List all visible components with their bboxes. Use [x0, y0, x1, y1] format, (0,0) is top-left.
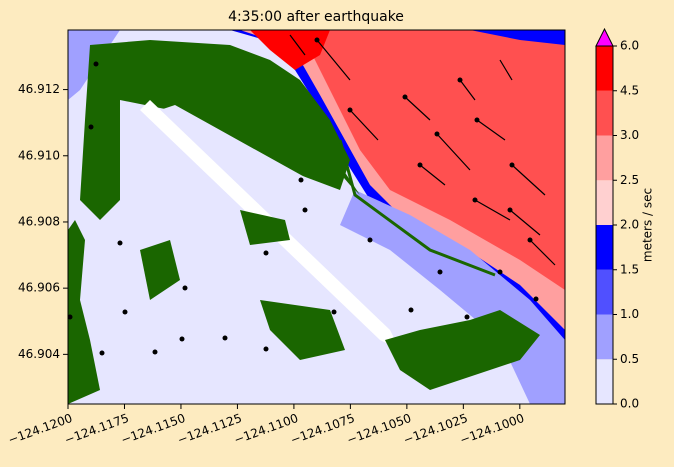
chart-title: 4:35:00 after earthquake: [228, 9, 404, 25]
colorbar-tick-label: 2.0: [620, 218, 639, 232]
colorbar-tick-label: 4.5: [620, 83, 639, 97]
colorbar-tick-label: 0.5: [620, 352, 639, 366]
colorbar-tick-label: 1.0: [620, 307, 639, 321]
y-tick-label: 46.910: [18, 148, 60, 162]
y-tick-label: 46.904: [18, 347, 60, 361]
colorbar-cell: [596, 180, 613, 225]
colorbar-label: meters / sec: [641, 188, 655, 262]
y-tick-label: 46.906: [18, 281, 60, 295]
colorbar-cell: [596, 46, 613, 91]
y-tick-label: 46.908: [18, 214, 60, 228]
colorbar-tick-label: 1.5: [620, 262, 639, 276]
colorbar-cell: [596, 90, 613, 136]
colorbar-tick-label: 2.5: [620, 173, 639, 187]
colorbar-tick-label: 0.0: [620, 397, 639, 411]
colorbar-cell: [596, 314, 613, 360]
plot-frame: [67, 29, 566, 405]
map-field: [68, 30, 565, 404]
colorbar-tick-label: 6.0: [620, 39, 639, 53]
y-tick-label: 46.912: [18, 82, 60, 96]
particle-tracks: [67, 34, 556, 356]
colorbar-cell: [596, 269, 613, 315]
colorbar-cell: [596, 359, 613, 404]
colorbar-tick-label: 3.0: [620, 128, 639, 142]
colorbar-cell: [596, 225, 613, 270]
colorbar-cell: [596, 135, 613, 181]
